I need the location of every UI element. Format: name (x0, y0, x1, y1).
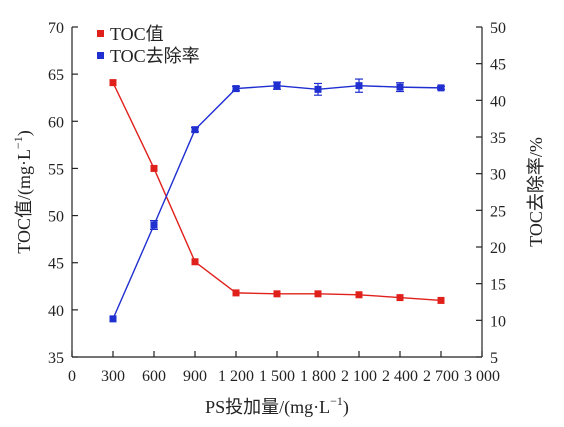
data-point-0 (191, 258, 199, 266)
data-point-1 (437, 84, 445, 92)
data-point-1 (355, 82, 363, 90)
series-line-0 (112, 82, 442, 302)
x-tick-label: 0 (68, 368, 76, 385)
data-point-1 (150, 221, 158, 229)
x-ticks: 0 300 600 900 1 200 1 500 1 800 2 100 2 400 2 700… (68, 351, 500, 385)
data-point-0 (314, 290, 322, 298)
legend: TOC值 TOC去除率 (97, 24, 200, 66)
x-tick-label: 3 000 (464, 368, 500, 385)
x-tick-label: 2 100 (341, 368, 377, 385)
data-point-1 (109, 315, 117, 323)
x-tick-label: 900 (183, 368, 207, 385)
y-left-tick-label: 45 (48, 256, 64, 273)
legend-marker-removal (97, 52, 104, 59)
data-point-1 (191, 126, 199, 134)
x-tick-label: 2 700 (423, 368, 459, 385)
data-point-0 (109, 79, 117, 87)
y-left-tick-label: 40 (48, 303, 64, 320)
y-left-ticks: 35 40 45 50 55 60 65 70 (48, 20, 78, 367)
y-right-tick-label: 20 (490, 240, 506, 257)
y-left-tick-label: 60 (48, 114, 64, 131)
data-point-0 (273, 290, 281, 298)
y-right-tick-label: 35 (490, 130, 506, 147)
x-axis-title: PS投加量/(mg·L−1) (205, 394, 349, 418)
series-line-1 (112, 84, 442, 320)
legend-label-removal: TOC去除率 (110, 46, 200, 66)
data-point-1 (396, 83, 404, 91)
data-point-0 (437, 296, 445, 304)
x-tick-label: 1 200 (218, 368, 254, 385)
data-point-0 (150, 164, 158, 172)
legend-marker-toc (97, 30, 104, 37)
x-tick-label: 2 400 (382, 368, 418, 385)
x-tick-label: 1 800 (300, 368, 336, 385)
y-right-ticks: 5 10 15 20 25 30 35 40 45 50 (476, 20, 506, 367)
y-right-tick-label: 5 (490, 350, 498, 367)
y-left-tick-label: 70 (48, 20, 64, 37)
legend-label-toc: TOC值 (110, 24, 164, 44)
data-point-1 (232, 85, 240, 93)
x-tick-label: 600 (142, 368, 166, 385)
data-point-0 (355, 291, 363, 299)
x-tick-label: 300 (101, 368, 125, 385)
y-right-tick-label: 25 (490, 203, 506, 220)
y-left-tick-label: 50 (48, 209, 64, 226)
y-left-tick-label: 55 (48, 161, 64, 178)
y-right-tick-label: 30 (490, 167, 506, 184)
y-left-tick-label: 65 (48, 67, 64, 84)
y-right-tick-label: 15 (490, 277, 506, 294)
y-right-axis-title: TOC去除率/% (526, 137, 546, 247)
data-point-0 (232, 289, 240, 297)
data-point-0 (396, 294, 404, 302)
data-point-1 (273, 82, 281, 90)
y-right-tick-label: 50 (490, 20, 506, 37)
y-left-axis-title: TOC值/(mg·L−1) (11, 130, 35, 253)
y-right-tick-label: 40 (490, 93, 506, 110)
y-right-tick-label: 10 (490, 313, 506, 330)
series-layer (109, 78, 445, 323)
y-right-tick-label: 45 (490, 57, 506, 74)
y-left-tick-label: 35 (48, 350, 64, 367)
data-point-1 (314, 85, 322, 93)
x-tick-label: 1 500 (259, 368, 295, 385)
